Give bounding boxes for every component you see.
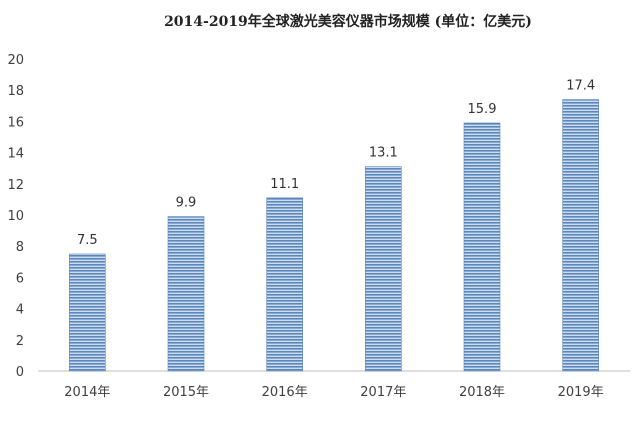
value-labels: 7.5 9.9 11.1 13.1 15.9 17.4 (77, 79, 595, 248)
bar (167, 216, 205, 372)
data-label: 7.5 (77, 233, 98, 248)
y-tick-label: 14 (7, 147, 24, 162)
y-tick-label: 2 (16, 334, 24, 349)
y-tick-label: 6 (16, 271, 24, 286)
bar (562, 99, 599, 372)
data-label: 11.1 (270, 177, 299, 192)
bar (266, 197, 303, 372)
y-tick-label: 18 (7, 84, 24, 99)
y-tick-label: 12 (7, 178, 24, 193)
y-tick-label: 4 (16, 303, 24, 318)
y-tick-label: 0 (16, 365, 24, 380)
bar (69, 253, 106, 372)
bar (463, 122, 501, 372)
y-axis: 0 2 4 6 8 10 12 14 16 18 20 (7, 53, 24, 380)
bar-series (69, 99, 599, 372)
y-tick-label: 16 (7, 115, 24, 130)
x-axis: 2014年 2015年 2016年 2017年 2018年 2019年 (64, 385, 603, 400)
data-label: 13.1 (369, 146, 398, 161)
x-tick-label: 2019年 (558, 385, 604, 400)
x-tick-label: 2018年 (459, 385, 505, 400)
x-tick-label: 2014年 (64, 385, 110, 400)
bar (365, 166, 402, 372)
y-tick-label: 20 (7, 53, 24, 68)
x-tick-label: 2015年 (163, 385, 209, 400)
data-label: 9.9 (176, 196, 197, 211)
chart-title: 2014-2019年全球激光美容仪器市场规模 (单位：亿美元) (164, 13, 532, 30)
y-tick-label: 8 (16, 240, 24, 255)
x-tick-label: 2017年 (360, 385, 406, 400)
x-tick-label: 2016年 (262, 385, 308, 400)
y-tick-label: 10 (7, 209, 24, 224)
data-label: 15.9 (468, 102, 497, 117)
data-label: 17.4 (566, 79, 595, 94)
